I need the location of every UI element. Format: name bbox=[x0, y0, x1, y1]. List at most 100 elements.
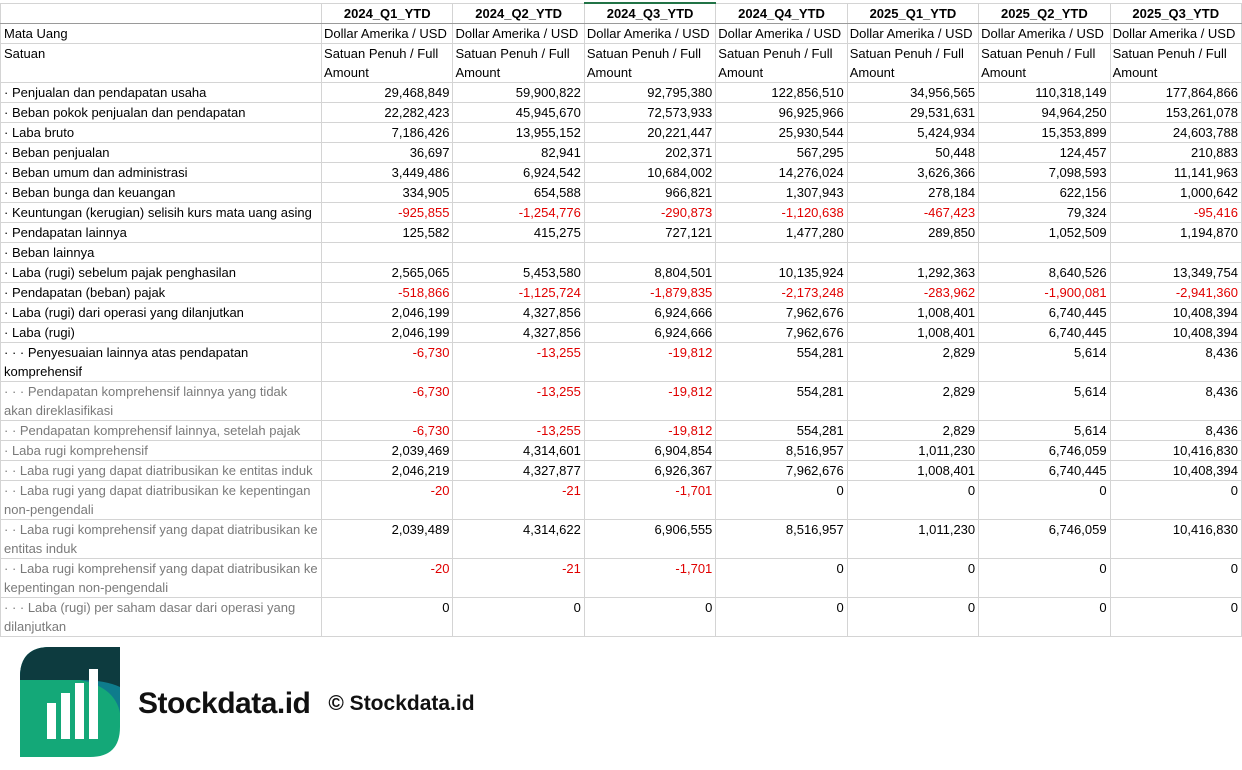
value-cell[interactable]: 4,327,856 bbox=[452, 322, 585, 343]
value-cell[interactable]: 727,121 bbox=[583, 222, 717, 243]
value-cell[interactable]: -1,701 bbox=[583, 558, 717, 598]
row-label[interactable]: · Pendapatan lainnya bbox=[0, 222, 323, 243]
value-cell[interactable]: 1,000,642 bbox=[1109, 182, 1242, 203]
meta-cell[interactable]: Dollar Amerika / USD bbox=[321, 23, 454, 44]
value-cell[interactable]: 25,930,544 bbox=[715, 122, 848, 143]
value-cell[interactable]: 92,795,380 bbox=[583, 82, 717, 103]
value-cell[interactable]: 622,156 bbox=[978, 182, 1111, 203]
value-cell[interactable]: 567,295 bbox=[715, 142, 848, 163]
row-label[interactable]: · · Laba rugi yang dapat diatribusikan k… bbox=[0, 480, 323, 520]
row-label[interactable]: · Laba (rugi) dari operasi yang dilanjut… bbox=[0, 302, 323, 323]
value-cell[interactable]: 0 bbox=[321, 597, 454, 637]
value-cell[interactable] bbox=[846, 242, 980, 263]
row-label[interactable]: · · · Penyesuaian lainnya atas pendapata… bbox=[0, 342, 323, 382]
value-cell[interactable] bbox=[715, 242, 848, 263]
value-cell[interactable] bbox=[583, 242, 717, 263]
value-cell[interactable]: 6,924,542 bbox=[452, 162, 585, 183]
row-label[interactable]: · Pendapatan (beban) pajak bbox=[0, 282, 323, 303]
value-cell[interactable]: 59,900,822 bbox=[452, 82, 585, 103]
column-header-2024_q3_ytd[interactable]: 2024_Q3_YTD bbox=[583, 2, 717, 24]
value-cell[interactable]: 4,314,622 bbox=[452, 519, 585, 559]
value-cell[interactable]: 0 bbox=[1109, 558, 1242, 598]
value-cell[interactable]: 10,684,002 bbox=[583, 162, 717, 183]
value-cell[interactable]: 0 bbox=[1109, 597, 1242, 637]
value-cell[interactable]: 1,008,401 bbox=[846, 302, 980, 323]
value-cell[interactable]: 34,956,565 bbox=[846, 82, 980, 103]
value-cell[interactable]: -20 bbox=[321, 480, 454, 520]
value-cell[interactable] bbox=[452, 242, 585, 263]
value-cell[interactable]: 0 bbox=[846, 480, 980, 520]
value-cell[interactable] bbox=[978, 242, 1111, 263]
value-cell[interactable]: 415,275 bbox=[452, 222, 585, 243]
value-cell[interactable]: 7,962,676 bbox=[715, 302, 848, 323]
value-cell[interactable]: 122,856,510 bbox=[715, 82, 848, 103]
meta-cell[interactable]: Dollar Amerika / USD bbox=[1109, 23, 1242, 44]
value-cell[interactable]: 4,314,601 bbox=[452, 440, 585, 461]
value-cell[interactable]: -19,812 bbox=[583, 381, 717, 421]
value-cell[interactable]: -1,125,724 bbox=[452, 282, 585, 303]
value-cell[interactable]: 2,829 bbox=[846, 381, 980, 421]
value-cell[interactable]: 0 bbox=[978, 480, 1111, 520]
value-cell[interactable]: 278,184 bbox=[846, 182, 980, 203]
value-cell[interactable]: 8,640,526 bbox=[978, 262, 1111, 283]
value-cell[interactable]: 8,436 bbox=[1109, 420, 1242, 441]
value-cell[interactable]: 8,804,501 bbox=[583, 262, 717, 283]
value-cell[interactable]: 10,416,830 bbox=[1109, 440, 1242, 461]
row-label[interactable]: · Laba (rugi) bbox=[0, 322, 323, 343]
value-cell[interactable]: 554,281 bbox=[715, 420, 848, 441]
row-label[interactable]: · Beban lainnya bbox=[0, 242, 323, 263]
value-cell[interactable]: 1,008,401 bbox=[846, 322, 980, 343]
row-label[interactable]: · · Laba rugi komprehensif yang dapat di… bbox=[0, 519, 323, 559]
column-header-2024_q4_ytd[interactable]: 2024_Q4_YTD bbox=[715, 2, 848, 24]
value-cell[interactable]: 29,468,849 bbox=[321, 82, 454, 103]
value-cell[interactable]: -19,812 bbox=[583, 342, 717, 382]
value-cell[interactable]: 79,324 bbox=[978, 202, 1111, 223]
value-cell[interactable]: 6,746,059 bbox=[978, 440, 1111, 461]
value-cell[interactable]: 153,261,078 bbox=[1109, 102, 1242, 123]
value-cell[interactable]: 0 bbox=[1109, 480, 1242, 520]
value-cell[interactable]: -6,730 bbox=[321, 420, 454, 441]
value-cell[interactable]: 0 bbox=[715, 480, 848, 520]
value-cell[interactable]: -2,941,360 bbox=[1109, 282, 1242, 303]
value-cell[interactable]: 96,925,966 bbox=[715, 102, 848, 123]
value-cell[interactable]: 2,565,065 bbox=[321, 262, 454, 283]
value-cell[interactable]: 8,516,957 bbox=[715, 519, 848, 559]
value-cell[interactable]: 15,353,899 bbox=[978, 122, 1111, 143]
value-cell[interactable]: 7,962,676 bbox=[715, 322, 848, 343]
row-label[interactable]: · · Laba rugi komprehensif yang dapat di… bbox=[0, 558, 323, 598]
value-cell[interactable]: -1,900,081 bbox=[978, 282, 1111, 303]
value-cell[interactable]: 654,588 bbox=[452, 182, 585, 203]
value-cell[interactable]: 966,821 bbox=[583, 182, 717, 203]
value-cell[interactable]: 13,349,754 bbox=[1109, 262, 1242, 283]
value-cell[interactable]: -13,255 bbox=[452, 420, 585, 441]
value-cell[interactable]: 125,582 bbox=[321, 222, 454, 243]
row-label[interactable]: · · · Laba (rugi) per saham dasar dari o… bbox=[0, 597, 323, 637]
value-cell[interactable]: 7,186,426 bbox=[321, 122, 454, 143]
value-cell[interactable]: 6,740,445 bbox=[978, 322, 1111, 343]
meta-cell[interactable]: Dollar Amerika / USD bbox=[583, 23, 717, 44]
value-cell[interactable]: 5,614 bbox=[978, 420, 1111, 441]
value-cell[interactable]: -13,255 bbox=[452, 381, 585, 421]
value-cell[interactable]: 1,011,230 bbox=[846, 440, 980, 461]
value-cell[interactable]: 6,924,666 bbox=[583, 322, 717, 343]
value-cell[interactable]: 8,436 bbox=[1109, 381, 1242, 421]
value-cell[interactable]: -95,416 bbox=[1109, 202, 1242, 223]
value-cell[interactable]: 8,516,957 bbox=[715, 440, 848, 461]
meta-cell[interactable]: Satuan Penuh / Full Amount bbox=[715, 43, 848, 83]
value-cell[interactable]: 2,046,219 bbox=[321, 460, 454, 481]
row-label[interactable]: · Laba bruto bbox=[0, 122, 323, 143]
value-cell[interactable]: 6,924,666 bbox=[583, 302, 717, 323]
value-cell[interactable]: 210,883 bbox=[1109, 142, 1242, 163]
value-cell[interactable]: 334,905 bbox=[321, 182, 454, 203]
value-cell[interactable]: 10,408,394 bbox=[1109, 302, 1242, 323]
value-cell[interactable]: 6,740,445 bbox=[978, 460, 1111, 481]
value-cell[interactable]: -1,701 bbox=[583, 480, 717, 520]
value-cell[interactable]: 45,945,670 bbox=[452, 102, 585, 123]
value-cell[interactable]: 177,864,866 bbox=[1109, 82, 1242, 103]
row-label[interactable]: · · Laba rugi yang dapat diatribusikan k… bbox=[0, 460, 323, 481]
value-cell[interactable]: 20,221,447 bbox=[583, 122, 717, 143]
column-header-2025_q1_ytd[interactable]: 2025_Q1_YTD bbox=[846, 2, 980, 24]
value-cell[interactable]: 7,098,593 bbox=[978, 162, 1111, 183]
value-cell[interactable] bbox=[321, 242, 454, 263]
corner-cell[interactable] bbox=[0, 2, 323, 24]
